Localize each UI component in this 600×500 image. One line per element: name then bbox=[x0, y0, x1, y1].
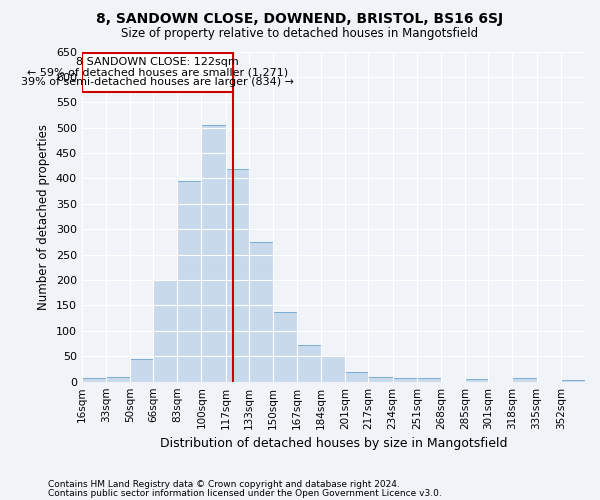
Text: 8, SANDOWN CLOSE, DOWNEND, BRISTOL, BS16 6SJ: 8, SANDOWN CLOSE, DOWNEND, BRISTOL, BS16… bbox=[97, 12, 503, 26]
Text: 8 SANDOWN CLOSE: 122sqm: 8 SANDOWN CLOSE: 122sqm bbox=[76, 58, 239, 68]
X-axis label: Distribution of detached houses by size in Mangotsfield: Distribution of detached houses by size … bbox=[160, 437, 507, 450]
Bar bbox=[226, 170, 248, 382]
Bar bbox=[297, 345, 321, 382]
Bar bbox=[273, 312, 297, 382]
Bar bbox=[512, 378, 536, 382]
Bar bbox=[321, 356, 346, 382]
Bar bbox=[82, 378, 106, 382]
Bar bbox=[106, 376, 130, 382]
Bar bbox=[202, 125, 226, 382]
Bar bbox=[248, 242, 273, 382]
Bar bbox=[130, 359, 153, 382]
Text: Contains HM Land Registry data © Crown copyright and database right 2024.: Contains HM Land Registry data © Crown c… bbox=[48, 480, 400, 489]
Bar bbox=[561, 380, 585, 382]
Text: ← 59% of detached houses are smaller (1,271): ← 59% of detached houses are smaller (1,… bbox=[26, 68, 288, 78]
Text: 39% of semi-detached houses are larger (834) →: 39% of semi-detached houses are larger (… bbox=[21, 77, 294, 87]
Bar bbox=[153, 280, 177, 382]
Bar bbox=[177, 181, 202, 382]
Y-axis label: Number of detached properties: Number of detached properties bbox=[37, 124, 50, 310]
Bar bbox=[368, 376, 392, 382]
Bar bbox=[465, 379, 488, 382]
Text: Size of property relative to detached houses in Mangotsfield: Size of property relative to detached ho… bbox=[121, 28, 479, 40]
Bar bbox=[346, 372, 368, 382]
Bar bbox=[392, 378, 417, 382]
Text: Contains public sector information licensed under the Open Government Licence v3: Contains public sector information licen… bbox=[48, 488, 442, 498]
Bar bbox=[417, 378, 441, 382]
Bar bbox=[82, 52, 233, 92]
